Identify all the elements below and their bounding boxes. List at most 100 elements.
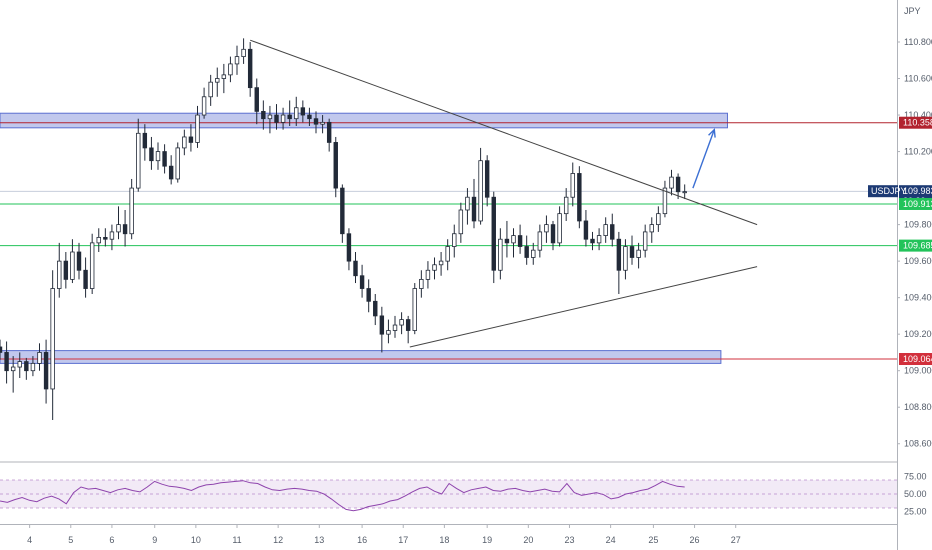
candle bbox=[300, 107, 306, 116]
time-tick-label: 4 bbox=[27, 535, 32, 545]
candle bbox=[359, 275, 365, 289]
time-tick-label: 24 bbox=[606, 535, 616, 545]
time-tick-label: 27 bbox=[731, 535, 741, 545]
candle bbox=[373, 300, 378, 317]
zone-layer bbox=[0, 112, 728, 364]
candle bbox=[234, 56, 240, 65]
candle bbox=[412, 288, 417, 331]
price-tick-label: 109.200 bbox=[904, 329, 932, 339]
candle bbox=[346, 233, 352, 262]
trendline-0 bbox=[250, 39, 758, 226]
candle bbox=[195, 114, 200, 143]
candle bbox=[465, 196, 470, 211]
candle bbox=[30, 362, 36, 372]
candle bbox=[188, 136, 194, 143]
candle bbox=[103, 236, 108, 240]
candle bbox=[109, 231, 115, 240]
price-tag-2 bbox=[899, 197, 932, 210]
candle bbox=[50, 288, 55, 390]
candle bbox=[511, 235, 516, 244]
candle bbox=[649, 224, 654, 233]
candle bbox=[438, 260, 444, 266]
rsi-series bbox=[0, 480, 685, 512]
zone-0 bbox=[0, 112, 728, 129]
candle bbox=[557, 213, 562, 244]
candle bbox=[155, 151, 161, 162]
candle bbox=[10, 366, 16, 372]
candle bbox=[208, 81, 213, 98]
candle bbox=[570, 173, 575, 198]
candle bbox=[57, 260, 62, 289]
candle bbox=[261, 110, 266, 120]
zone-1 bbox=[0, 350, 722, 364]
price-tick-label: 110.200 bbox=[904, 147, 932, 157]
candle bbox=[37, 352, 42, 364]
time-tick-label: 10 bbox=[191, 535, 201, 545]
candle bbox=[116, 224, 121, 233]
candle bbox=[366, 288, 371, 302]
symbol-tag-label: USDJPY bbox=[871, 186, 907, 196]
time-tick-label: 20 bbox=[523, 535, 533, 545]
time-tick-label: 5 bbox=[68, 535, 73, 545]
candle bbox=[83, 269, 88, 289]
candle bbox=[241, 48, 246, 58]
candle bbox=[24, 361, 29, 372]
time-axis[interactable]: 4 5 6 9 10 11 12 13 16 17 18 19 20 23 24 25 26 27 bbox=[27, 525, 741, 545]
candle bbox=[471, 196, 477, 222]
time-tick-label: 25 bbox=[648, 535, 658, 545]
candle bbox=[175, 147, 180, 180]
candle bbox=[656, 213, 661, 226]
price-tick-label: 109.400 bbox=[904, 293, 932, 303]
candle bbox=[596, 235, 602, 244]
time-tick-label: 13 bbox=[314, 535, 324, 545]
candle bbox=[136, 132, 141, 189]
candle bbox=[419, 278, 424, 289]
time-tick-label: 6 bbox=[109, 535, 114, 545]
price-tick-label: 110.800 bbox=[904, 37, 932, 47]
price-tag-label: 109.983 bbox=[903, 186, 932, 196]
trendline-1 bbox=[409, 266, 758, 348]
candle bbox=[0, 346, 3, 353]
candle bbox=[583, 220, 589, 240]
candle bbox=[4, 352, 9, 372]
candle bbox=[458, 209, 464, 235]
projection-arrow bbox=[692, 129, 715, 189]
candle bbox=[484, 160, 490, 198]
price-axis[interactable]: 110.800 110.600 110.400 110.200 109.800 109.6… bbox=[897, 37, 932, 517]
price-tag-3 bbox=[899, 239, 932, 252]
candle bbox=[399, 319, 404, 326]
price-tick-label: 110.400 bbox=[904, 110, 932, 120]
drawings-layer bbox=[250, 39, 758, 348]
price-tick-label: 108.600 bbox=[904, 439, 932, 449]
candle bbox=[550, 224, 556, 244]
candle bbox=[623, 246, 628, 271]
candle bbox=[669, 176, 674, 189]
time-tick-label: 12 bbox=[273, 535, 283, 545]
candle bbox=[182, 136, 187, 149]
candle bbox=[498, 238, 503, 271]
candle bbox=[215, 78, 220, 83]
symbol-tag bbox=[868, 185, 898, 198]
candle bbox=[96, 236, 101, 244]
candle bbox=[333, 142, 338, 189]
candle bbox=[122, 224, 128, 235]
candle bbox=[142, 132, 148, 149]
candle bbox=[563, 196, 569, 215]
candle bbox=[577, 173, 582, 222]
candle bbox=[287, 114, 292, 120]
price-axis-unit: JPY bbox=[904, 6, 921, 16]
candle bbox=[682, 191, 687, 194]
candle bbox=[294, 107, 299, 120]
time-tick-label: 17 bbox=[398, 535, 408, 545]
candle bbox=[445, 246, 450, 262]
horizontal-line-layer bbox=[0, 122, 897, 360]
candle bbox=[491, 196, 496, 271]
price-tag-label: 109.685 bbox=[903, 241, 932, 251]
time-tick-label: 11 bbox=[232, 535, 241, 545]
candle bbox=[307, 114, 312, 120]
time-tick-label: 26 bbox=[690, 535, 700, 545]
candle bbox=[76, 251, 82, 271]
candle bbox=[43, 352, 49, 390]
